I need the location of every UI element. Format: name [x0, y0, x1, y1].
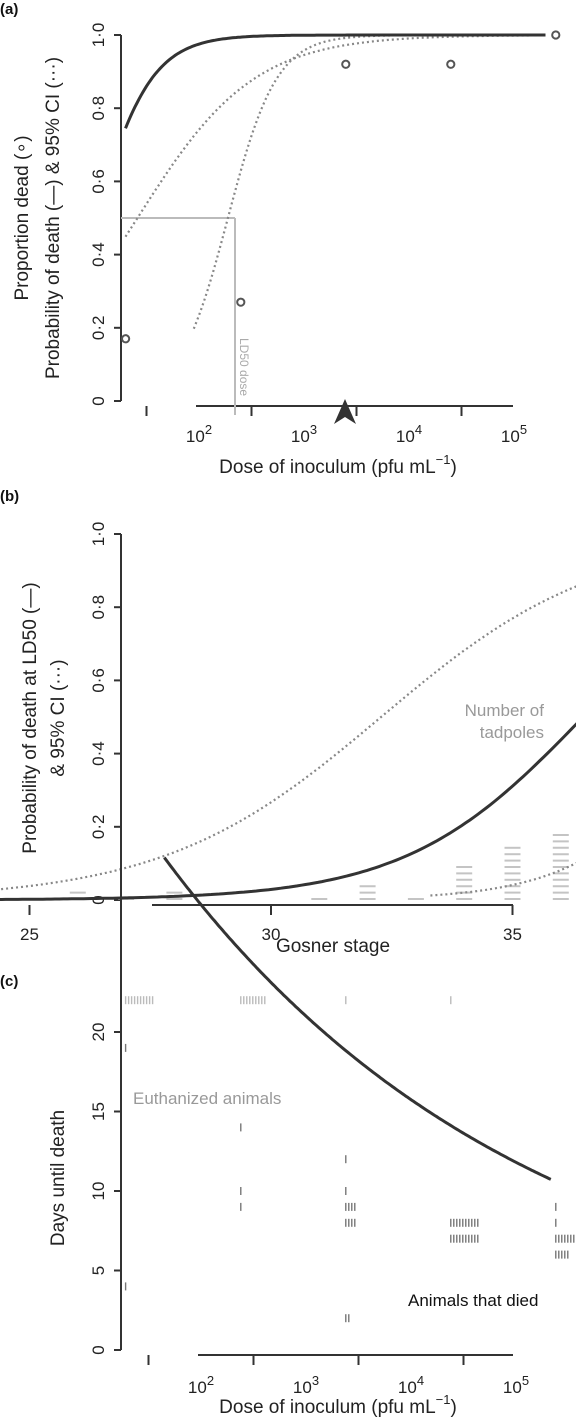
c-x-tick-exp: 5 — [522, 1373, 529, 1388]
panel-a-xlabel-exponent: −1 — [436, 452, 451, 467]
panel-a-y-ticks: 0 0·2 0·4 0·6 0·8 1·0 — [89, 23, 121, 406]
panel-a-x-ticks: 102 103 104 105 — [145, 406, 527, 446]
panel-b-y-ticks: 0 0·2 0·4 0·6 0·8 1·0 — [89, 522, 121, 905]
a-x-tick-base: 10 — [291, 427, 310, 446]
a-y-tick-label: 0·8 — [89, 96, 108, 121]
c-y-tick-label: 5 — [89, 1266, 108, 1275]
a-x-tick-label: 105 — [501, 422, 527, 446]
a-observed-point — [446, 59, 456, 69]
a-x-tick-base: 10 — [186, 427, 205, 446]
c-y-tick-label: 20 — [89, 1023, 108, 1042]
panel-a-dose-response: (a) 00·20·40·60·81·0 102 103 104 105 LD50 d… — [0, 1, 561, 478]
panel-b-ylabel-line1: Probability of death at LD50 (—) — [20, 582, 41, 853]
panel-a-xlabel-close: ) — [451, 457, 457, 478]
a-x-tick-exp: 5 — [520, 422, 527, 437]
panel-b-fit-curve — [0, 722, 576, 901]
panel-a-ld50-guides: LD50 dose — [121, 217, 251, 415]
c-x-tick-exp: 4 — [417, 1373, 424, 1388]
panel-a-ci-lower — [192, 33, 546, 330]
b-y-tick-label: 0·8 — [89, 595, 108, 620]
arrow-marker-icon — [334, 399, 356, 424]
a-x-tick-base: 10 — [396, 427, 415, 446]
panel-c-fit-curve — [163, 856, 552, 1181]
panel-b-xlabel: Gosner stage — [276, 936, 390, 957]
c-y-tick-label: 15 — [89, 1102, 108, 1121]
a-observed-point — [121, 334, 131, 344]
b-y-tick-label: 0·4 — [89, 741, 108, 766]
b-y-tick-label: 0·6 — [89, 668, 108, 693]
panel-c-y-ticks: 0 5 10 15 20 — [89, 1023, 121, 1355]
panel-b-tadpole-histogram — [21, 834, 569, 900]
a-x-tick-exp: 3 — [310, 422, 317, 437]
a-x-tick-base: 10 — [501, 427, 520, 446]
panel-b-ylabel-line2: & 95% CI (···) — [48, 659, 69, 776]
a-y-tick-label: 0 — [89, 396, 108, 405]
a-y-tick-label: 0·4 — [89, 242, 108, 267]
b-y-tick-label: 0 — [89, 895, 108, 904]
panel-c-xlabel-exponent: −1 — [436, 1392, 451, 1407]
panel-b-stage-response: (b) 00·20·40·60·81·0 25303540 Number of … — [0, 488, 576, 957]
panel-a-observed-points — [121, 30, 561, 344]
c-x-tick-label: 102 — [188, 1373, 214, 1397]
panel-a-ylabel-line1: Proportion dead (∘) — [12, 135, 33, 300]
panel-a-xlabel-text: Dose of inoculum (pfu mL — [219, 457, 436, 478]
euthanized-animals-label: Euthanized animals — [133, 1089, 281, 1108]
a-x-tick-exp: 2 — [205, 422, 212, 437]
panel-a-ylabel-line2: Probability of death (—) & 95% CI (···) — [43, 57, 64, 379]
panel-c-label: (c) — [0, 973, 18, 990]
a-x-tick-label: 102 — [186, 422, 212, 446]
a-x-tick-label: 104 — [396, 422, 422, 446]
tadpole-annotation-line2: tadpoles — [480, 723, 544, 742]
tadpole-annotation-line1: Number of — [465, 701, 545, 720]
a-y-tick-label: 0·6 — [89, 169, 108, 194]
b-x-tick-label: 30 — [262, 925, 281, 944]
b-x-tick-label: 25 — [20, 925, 39, 944]
panel-c-individual-marks — [124, 996, 575, 1323]
panel-b-label: (b) — [0, 488, 19, 505]
a-observed-point — [236, 297, 246, 307]
panel-c-xlabel-close: ) — [451, 1397, 457, 1418]
c-x-tick-base: 10 — [293, 1378, 312, 1397]
a-y-tick-label: 1·0 — [89, 23, 108, 48]
ld50-dose-label: LD50 dose — [237, 338, 251, 396]
a-observed-point — [551, 30, 561, 40]
panel-c-x-ticks: 102 103 104 105 — [147, 1355, 529, 1397]
c-x-tick-label: 104 — [398, 1373, 424, 1397]
c-x-tick-exp: 2 — [207, 1373, 214, 1388]
c-x-tick-label: 105 — [503, 1373, 529, 1397]
b-y-tick-label: 1·0 — [89, 522, 108, 547]
panel-a-fit-curve — [124, 33, 546, 129]
c-y-tick-label: 0 — [89, 1345, 108, 1354]
c-x-tick-label: 103 — [293, 1373, 319, 1397]
panel-a-label: (a) — [0, 1, 18, 18]
c-x-tick-base: 10 — [188, 1378, 207, 1397]
c-x-tick-base: 10 — [503, 1378, 522, 1397]
c-x-tick-exp: 3 — [312, 1373, 319, 1388]
c-y-tick-label: 10 — [89, 1182, 108, 1201]
c-x-tick-base: 10 — [398, 1378, 417, 1397]
b-y-tick-label: 0·2 — [89, 815, 108, 840]
b-x-tick-label: 35 — [503, 925, 522, 944]
panel-a-xlabel: Dose of inoculum (pfu mL−1) — [219, 452, 457, 478]
a-x-tick-exp: 4 — [415, 422, 422, 437]
panel-c-xlabel-text: Dose of inoculum (pfu mL — [219, 1397, 436, 1418]
panel-c-ylabel: Days until death — [48, 1110, 69, 1246]
panel-c-xlabel: Dose of inoculum (pfu mL−1) — [219, 1392, 457, 1418]
animals-that-died-label: Animals that died — [408, 1291, 538, 1310]
panel-a-ci-upper — [124, 34, 546, 238]
a-y-tick-label: 0·2 — [89, 316, 108, 341]
panel-b-x-ticks: 25303540 — [20, 905, 522, 944]
a-observed-point — [341, 59, 351, 69]
a-x-tick-label: 103 — [291, 422, 317, 446]
